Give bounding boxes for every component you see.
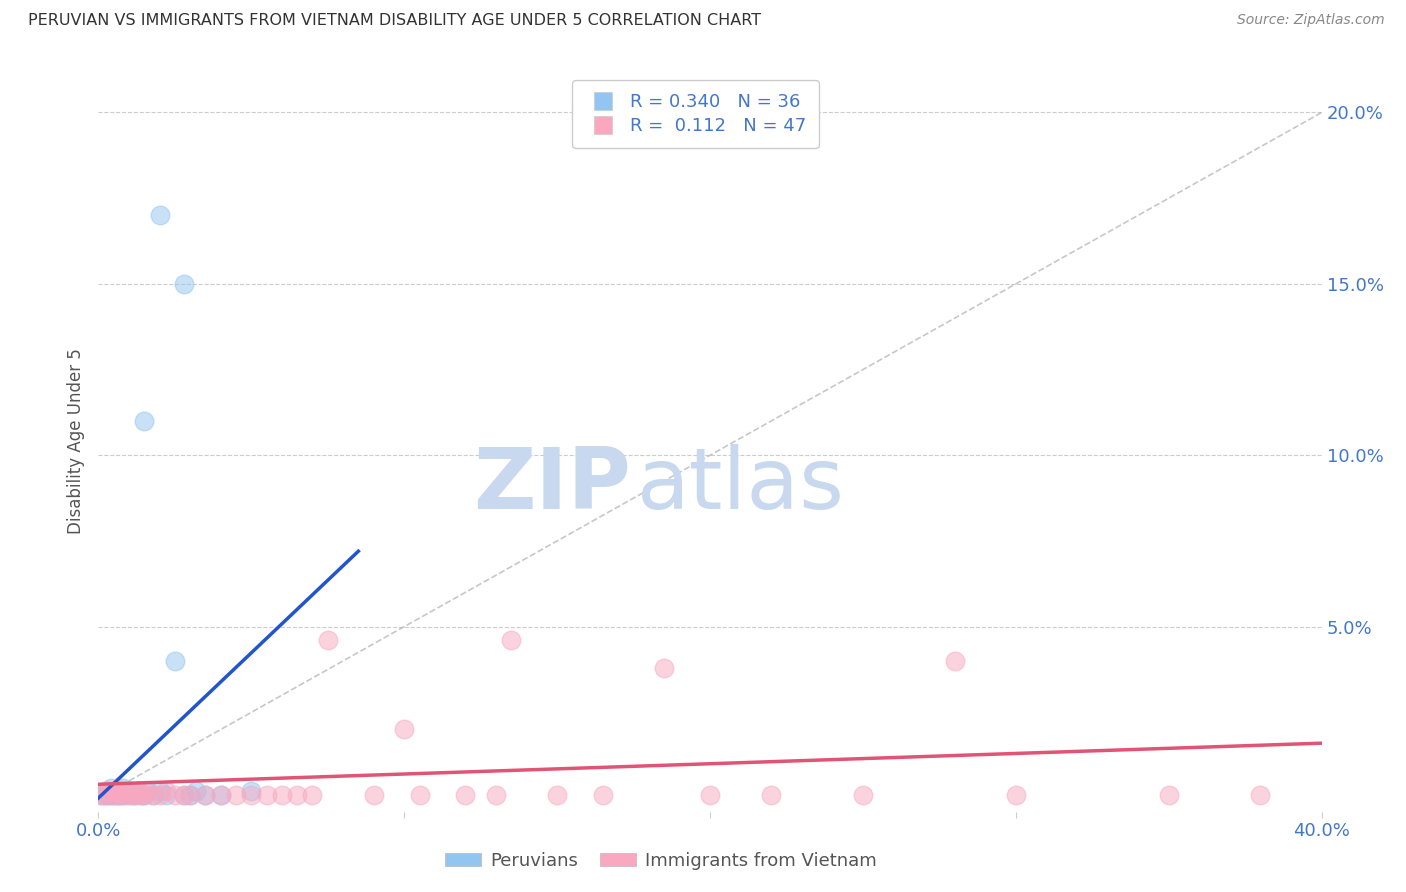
Point — [1157, 788, 1180, 802]
Point — [134, 788, 156, 802]
Point — [136, 784, 159, 798]
Point — [759, 788, 782, 802]
Point — [652, 661, 675, 675]
Point — [103, 788, 125, 802]
Point — [105, 788, 128, 802]
Point — [90, 788, 112, 802]
Point — [127, 784, 149, 798]
Point — [454, 788, 477, 802]
Point — [592, 788, 614, 802]
Point — [103, 784, 125, 798]
Point — [699, 788, 721, 802]
Point — [173, 788, 195, 802]
Point — [256, 788, 278, 802]
Point — [108, 788, 131, 802]
Point — [90, 788, 112, 802]
Point — [111, 780, 134, 795]
Point — [93, 788, 115, 802]
Point — [100, 780, 122, 795]
Point — [124, 788, 146, 802]
Point — [301, 788, 323, 802]
Point — [501, 633, 523, 648]
Point — [108, 784, 131, 798]
Point — [111, 784, 134, 798]
Point — [163, 654, 186, 668]
Point — [852, 788, 875, 802]
Legend: Peruvians, Immigrants from Vietnam: Peruvians, Immigrants from Vietnam — [439, 845, 884, 877]
Point — [111, 788, 134, 802]
Point — [118, 788, 141, 802]
Point — [155, 788, 177, 802]
Point — [363, 788, 385, 802]
Point — [285, 788, 308, 802]
Point — [118, 784, 141, 798]
Point — [149, 208, 172, 222]
Y-axis label: Disability Age Under 5: Disability Age Under 5 — [66, 349, 84, 534]
Point — [943, 654, 966, 668]
Point — [93, 788, 115, 802]
Point — [485, 788, 508, 802]
Point — [121, 788, 143, 802]
Point — [103, 784, 125, 798]
Point — [134, 414, 156, 428]
Point — [100, 788, 122, 802]
Point — [149, 784, 172, 798]
Point — [408, 788, 430, 802]
Point — [97, 784, 120, 798]
Point — [270, 788, 292, 802]
Point — [225, 788, 247, 802]
Point — [129, 788, 152, 802]
Point — [173, 277, 195, 291]
Point — [155, 784, 177, 798]
Text: Source: ZipAtlas.com: Source: ZipAtlas.com — [1237, 13, 1385, 28]
Point — [100, 788, 122, 802]
Point — [392, 723, 416, 737]
Point — [240, 784, 263, 798]
Point — [186, 784, 208, 798]
Point — [115, 784, 138, 798]
Point — [149, 788, 172, 802]
Point — [93, 784, 115, 798]
Point — [209, 788, 232, 802]
Point — [127, 784, 149, 798]
Point — [546, 788, 568, 802]
Point — [316, 633, 339, 648]
Point — [179, 788, 201, 802]
Point — [105, 784, 128, 798]
Point — [1249, 788, 1271, 802]
Point — [124, 788, 146, 802]
Point — [240, 788, 263, 802]
Point — [209, 788, 232, 802]
Point — [163, 788, 186, 802]
Point — [179, 788, 201, 802]
Point — [97, 784, 120, 798]
Point — [105, 788, 128, 802]
Point — [121, 784, 143, 798]
Point — [194, 788, 217, 802]
Point — [108, 788, 131, 802]
Point — [97, 788, 120, 802]
Point — [1004, 788, 1026, 802]
Text: ZIP: ZIP — [472, 444, 630, 527]
Point — [136, 784, 159, 798]
Text: atlas: atlas — [637, 444, 845, 527]
Point — [129, 788, 152, 802]
Point — [142, 788, 165, 802]
Point — [134, 788, 156, 802]
Point — [115, 788, 138, 802]
Text: PERUVIAN VS IMMIGRANTS FROM VIETNAM DISABILITY AGE UNDER 5 CORRELATION CHART: PERUVIAN VS IMMIGRANTS FROM VIETNAM DISA… — [28, 13, 761, 29]
Point — [173, 788, 195, 802]
Point — [194, 788, 217, 802]
Point — [142, 788, 165, 802]
